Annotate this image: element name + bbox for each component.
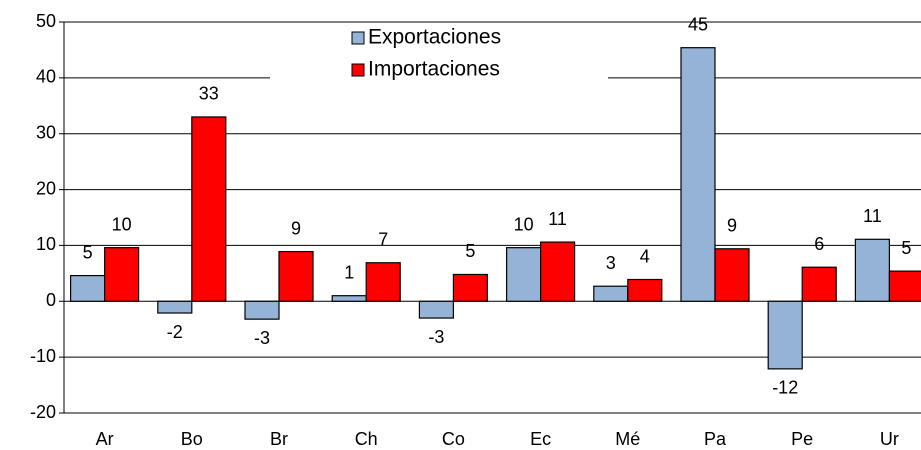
x-tick-label: Pa [704, 429, 727, 449]
value-label: 5 [83, 242, 93, 262]
y-tick-label: 30 [36, 122, 56, 142]
bar [418, 300, 454, 319]
bar [452, 273, 488, 302]
value-label: -12 [772, 378, 798, 398]
value-label: 10 [514, 214, 534, 234]
value-label: 11 [548, 209, 567, 229]
bar [593, 285, 629, 302]
y-tick-label: -20 [30, 402, 56, 422]
value-label: 9 [727, 216, 737, 236]
bar [680, 47, 716, 302]
value-label: -2 [167, 322, 183, 342]
bar [767, 300, 803, 370]
bar [539, 241, 576, 302]
x-tick-label: Ur [880, 429, 899, 449]
value-label: 45 [688, 14, 708, 34]
bar [191, 116, 227, 302]
legend: Exportaciones Importaciones [270, 23, 608, 87]
bar [244, 300, 280, 320]
bar [506, 247, 542, 302]
legend-label: Importaciones [368, 58, 500, 81]
x-tick-label: Br [270, 429, 288, 449]
x-tick-label: Ec [530, 429, 551, 449]
bar [278, 250, 314, 302]
value-label: -3 [428, 327, 444, 347]
y-tick-label: 0 [46, 290, 56, 310]
bar [331, 295, 367, 302]
x-tick-label: Co [442, 429, 465, 449]
x-tick-label: Ar [96, 429, 114, 449]
value-label: 6 [814, 234, 824, 254]
y-tick-label: 10 [36, 234, 56, 254]
value-label: 33 [199, 84, 219, 104]
bar [714, 248, 750, 302]
value-label: 9 [291, 218, 301, 238]
y-tick-label: 40 [36, 67, 56, 87]
bars: Ar 5 10 Bo -2 33 Br -3 9 Ch 1 7 Co -3 5 Ec 10 11 Mé 3 4 Pa 45 9… [69, 14, 921, 449]
bar [157, 300, 193, 314]
value-label: 7 [378, 229, 388, 249]
value-label: 11 [863, 206, 882, 226]
x-tick-label: Ch [355, 429, 378, 449]
y-tick-label: -10 [30, 346, 56, 366]
x-tick-label: Bo [181, 429, 203, 449]
x-tick-label: Mé [615, 429, 640, 449]
value-label: 5 [465, 241, 475, 261]
legend-swatch [351, 63, 365, 77]
value-label: 10 [112, 214, 132, 234]
bar [103, 247, 140, 302]
bar [801, 266, 837, 302]
bar [627, 278, 663, 302]
value-label: 3 [606, 253, 616, 273]
legend-box [270, 23, 608, 87]
y-tick-label: 50 [36, 11, 56, 31]
value-label: -3 [254, 328, 270, 348]
legend-label: Exportaciones [368, 26, 501, 49]
bar [888, 270, 921, 302]
bar [365, 262, 401, 302]
bar [69, 274, 106, 302]
y-tick-label: 20 [36, 178, 56, 198]
x-tick-label: Pe [791, 429, 813, 449]
bar [854, 238, 891, 302]
legend-swatch [351, 31, 365, 45]
value-label: 5 [901, 238, 911, 258]
value-label: 1 [344, 262, 354, 282]
value-label: 4 [640, 246, 650, 266]
